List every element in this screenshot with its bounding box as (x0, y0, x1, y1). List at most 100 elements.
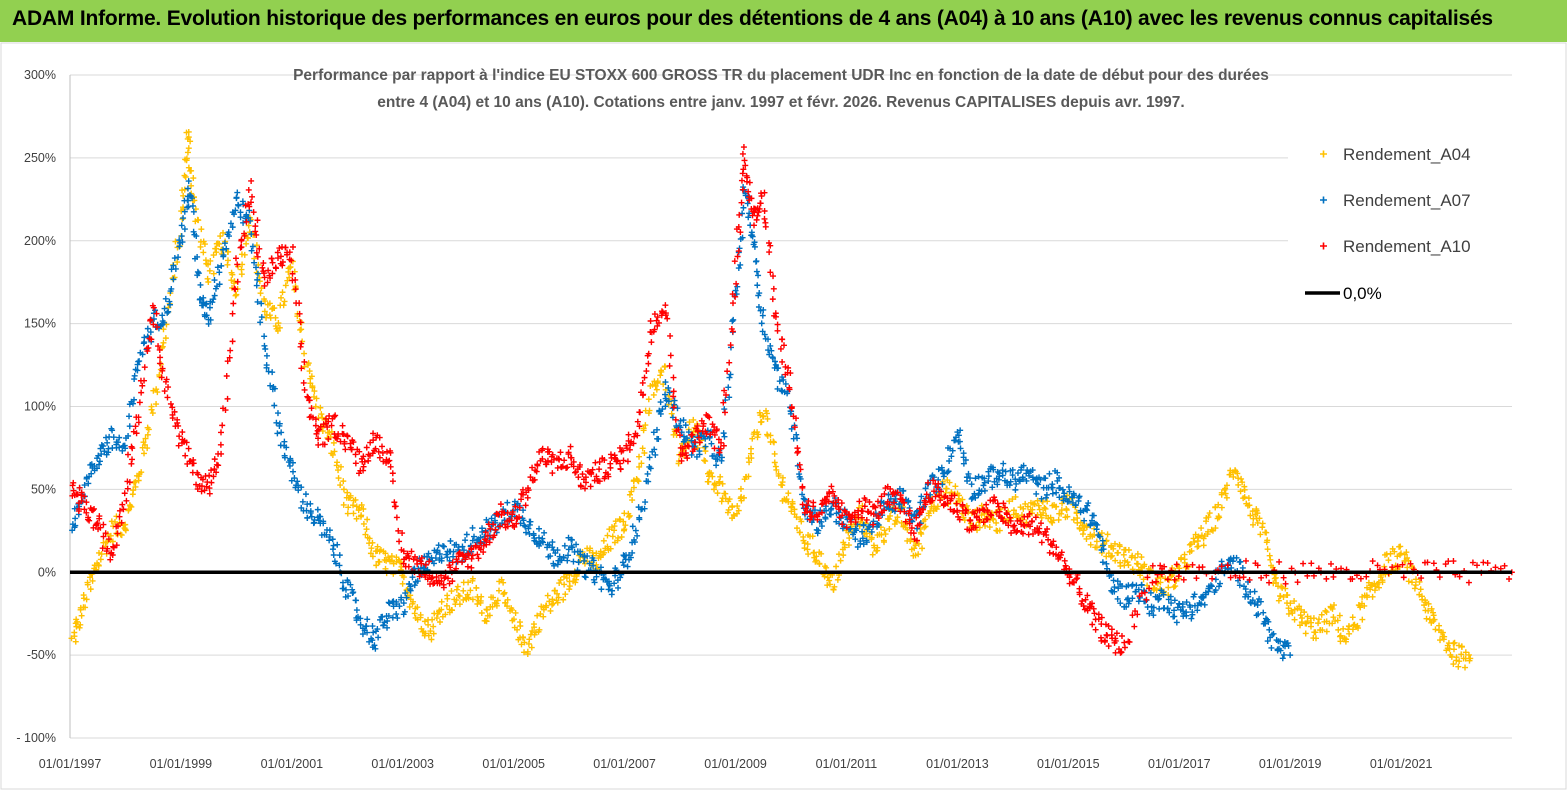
data-point (760, 413, 767, 420)
data-point (614, 457, 621, 464)
data-point (512, 609, 519, 616)
data-point (735, 248, 742, 255)
data-point (231, 285, 238, 292)
data-point (517, 623, 524, 629)
data-point (275, 320, 282, 327)
data-point (1079, 598, 1086, 605)
data-point (1186, 541, 1193, 548)
data-point (162, 295, 169, 302)
data-point (784, 390, 791, 397)
data-point (805, 551, 812, 558)
data-point (718, 498, 725, 505)
data-point (424, 553, 431, 560)
data-point (89, 507, 96, 514)
data-point (127, 503, 134, 510)
data-point (748, 455, 755, 462)
data-point (620, 447, 627, 454)
data-point (1087, 541, 1094, 548)
data-point (312, 416, 319, 423)
data-point (1462, 664, 1469, 671)
data-point (1033, 490, 1040, 497)
data-point (636, 463, 643, 470)
data-point (994, 481, 1001, 488)
data-point (840, 539, 847, 546)
data-point (1021, 522, 1028, 529)
data-point (288, 257, 295, 264)
data-point (190, 175, 197, 182)
data-point (1228, 564, 1235, 571)
data-point (596, 466, 603, 473)
data-point (700, 423, 707, 430)
data-point (360, 463, 367, 470)
data-point (863, 516, 870, 523)
data-point (234, 261, 241, 268)
data-point (398, 594, 405, 601)
data-point (1291, 616, 1298, 623)
data-point (912, 542, 919, 549)
data-point (866, 499, 873, 505)
data-point (1242, 586, 1249, 593)
data-point (1227, 574, 1234, 581)
data-point (924, 479, 931, 486)
data-point (716, 449, 723, 456)
data-point (203, 300, 210, 307)
data-point (1312, 629, 1319, 636)
data-point (190, 460, 197, 467)
data-point (258, 300, 265, 307)
data-point (312, 422, 319, 429)
data-point (395, 527, 402, 534)
data-point (362, 623, 369, 630)
data-point (167, 288, 174, 295)
data-point (1300, 560, 1307, 567)
data-point (358, 455, 365, 462)
data-point (1195, 543, 1202, 550)
data-point (394, 615, 401, 622)
data-point (176, 433, 183, 440)
data-point (304, 393, 311, 400)
data-point (1462, 649, 1469, 656)
data-point (923, 491, 930, 498)
data-point (314, 506, 321, 513)
data-point (456, 593, 463, 600)
data-point (302, 491, 309, 498)
data-point (248, 199, 255, 206)
data-point (855, 504, 862, 511)
data-point (504, 523, 511, 530)
data-point (620, 562, 627, 569)
data-point (511, 523, 518, 530)
data-point (387, 449, 394, 456)
data-point (179, 216, 186, 223)
data-point (557, 576, 564, 583)
data-point (1239, 479, 1246, 486)
data-point (617, 574, 624, 581)
data-point (1212, 525, 1219, 532)
data-point (283, 444, 290, 451)
data-point (808, 513, 815, 520)
data-point (217, 441, 224, 448)
data-point (627, 554, 634, 561)
legend-marker (1320, 242, 1327, 250)
data-point (540, 613, 547, 620)
data-point (497, 501, 504, 508)
data-point (771, 358, 778, 365)
data-point (542, 461, 549, 468)
data-point (296, 300, 303, 307)
x-tick-label: 01/01/2007 (593, 757, 656, 771)
data-point (872, 504, 879, 511)
data-point (207, 316, 214, 323)
data-point (403, 594, 410, 601)
data-point (1200, 594, 1207, 601)
data-point (642, 499, 649, 506)
data-point (196, 296, 203, 303)
data-point (370, 629, 377, 636)
data-point (447, 538, 454, 545)
data-point (504, 499, 511, 506)
data-point (607, 464, 614, 471)
data-point (770, 273, 777, 280)
data-point (662, 363, 669, 370)
data-point (477, 534, 484, 541)
data-point (1404, 564, 1411, 571)
data-point (227, 220, 234, 227)
data-point (626, 512, 633, 519)
data-point (1212, 587, 1219, 594)
